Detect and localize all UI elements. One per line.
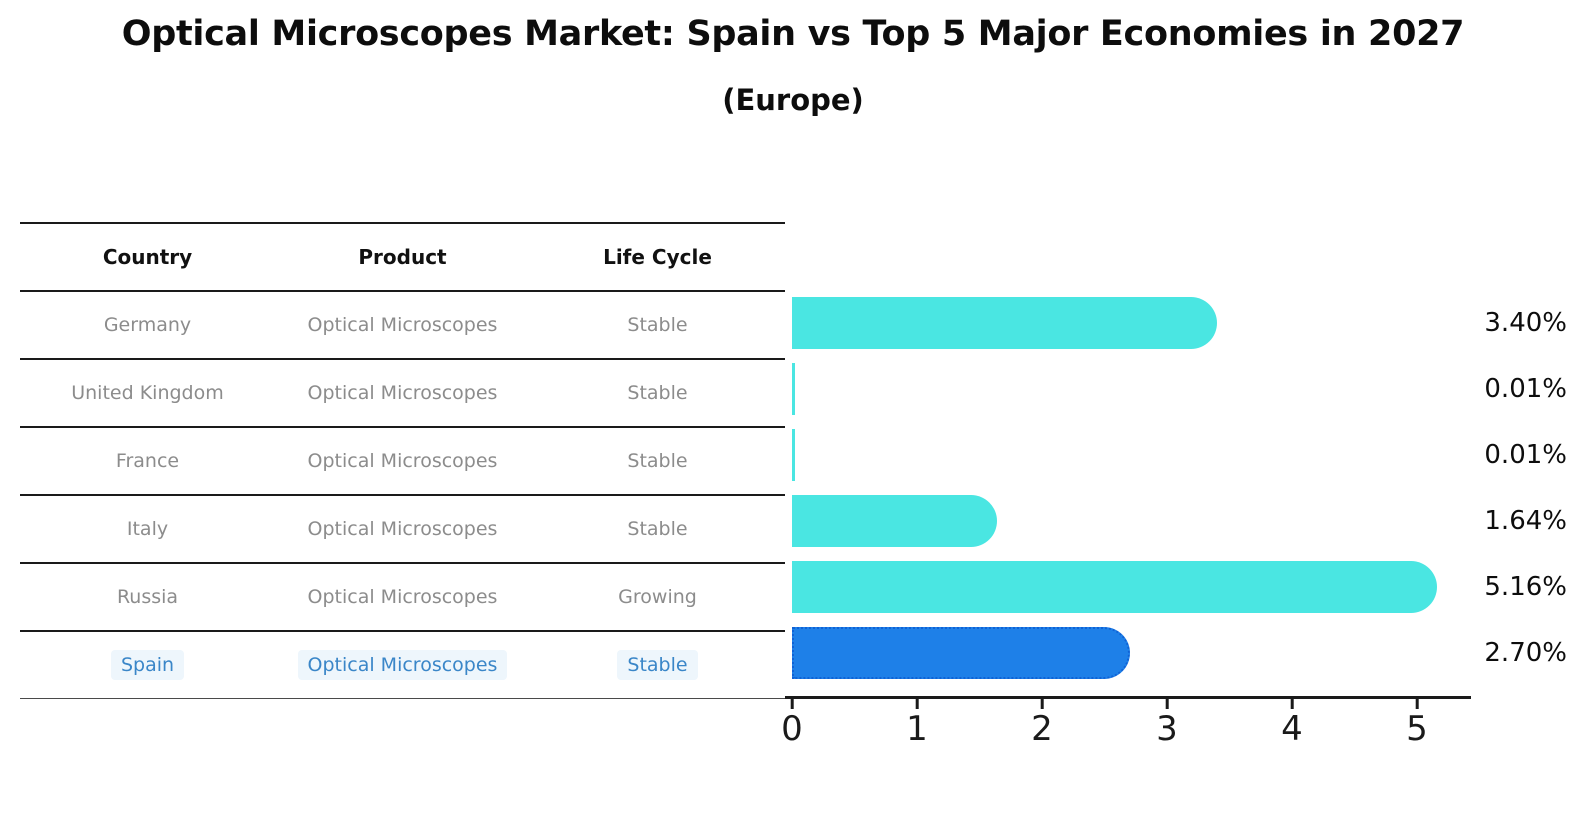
value-label-russia: 5.16%: [1484, 572, 1567, 602]
value-label-germany: 3.40%: [1484, 308, 1567, 338]
value-label-united-kingdom: 0.01%: [1484, 374, 1567, 404]
x-axis-line: [785, 695, 1471, 699]
table-row-italy: Italy Optical Microscopes Stable: [20, 496, 785, 564]
value-labels: 3.40% 0.01% 0.01% 1.64% 5.16% 2.70%: [1455, 290, 1567, 686]
x-tick-mark-2: [1040, 697, 1044, 709]
life-cycle-cell: Stable: [530, 450, 785, 472]
table-header-life-cycle: Life Cycle: [603, 245, 712, 269]
product-cell-text: Optical Microscopes: [297, 650, 508, 680]
life-cycle-cell-text: Stable: [627, 314, 688, 336]
product-cell-text: Optical Microscopes: [307, 382, 498, 404]
value-label-france: 0.01%: [1484, 440, 1567, 470]
table-row-russia: Russia Optical Microscopes Growing: [20, 564, 785, 632]
x-tick-mark-0: [790, 697, 794, 709]
life-cycle-cell-text: Growing: [618, 586, 697, 608]
table-row-spain: Spain Optical Microscopes Stable: [20, 632, 785, 699]
x-tick-label-1: 1: [906, 709, 928, 749]
life-cycle-cell-text: Stable: [627, 382, 688, 404]
life-cycle-cell-text: Stable: [617, 650, 698, 680]
bar-france: [792, 429, 795, 481]
bar-united-kingdom: [792, 363, 795, 415]
table-body: Germany Optical Microscopes Stable United K…: [20, 292, 785, 699]
x-tick-label-2: 2: [1031, 709, 1053, 749]
x-tick-mark-3: [1165, 697, 1169, 709]
product-cell: Optical Microscopes: [275, 450, 530, 472]
country-cell-text: Italy: [126, 518, 169, 540]
table-header-country: Country: [102, 245, 193, 269]
life-cycle-cell: Growing: [530, 586, 785, 608]
country-table: Country Product Life Cycle Germany Optica…: [20, 222, 785, 699]
table-row-germany: Germany Optical Microscopes Stable: [20, 292, 785, 360]
value-label-italy: 1.64%: [1484, 506, 1567, 536]
life-cycle-cell-text: Stable: [627, 450, 688, 472]
value-label-spain: 2.70%: [1484, 638, 1567, 668]
x-axis: 0 1 2 3 4 5: [781, 697, 1473, 757]
product-cell-text: Optical Microscopes: [307, 450, 498, 472]
country-cell-text: Spain: [110, 650, 185, 680]
table-header-product: Product: [358, 245, 447, 269]
table-row-france: France Optical Microscopes Stable: [20, 428, 785, 496]
country-cell: Spain: [20, 650, 275, 680]
country-cell: Russia: [20, 586, 275, 608]
product-cell: Optical Microscopes: [275, 650, 530, 680]
bar-spain: [792, 627, 1130, 679]
life-cycle-cell: Stable: [530, 518, 785, 540]
product-cell: Optical Microscopes: [275, 314, 530, 336]
table-row-united-kingdom: United Kingdom Optical Microscopes Stable: [20, 360, 785, 428]
product-cell-text: Optical Microscopes: [307, 586, 498, 608]
product-cell: Optical Microscopes: [275, 518, 530, 540]
chart-subtitle: (Europe): [722, 83, 864, 117]
bar-series: [792, 290, 1473, 686]
country-cell-text: France: [115, 450, 180, 472]
product-cell-text: Optical Microscopes: [307, 314, 498, 336]
country-cell: Germany: [20, 314, 275, 336]
table-header-row: Country Product Life Cycle: [20, 224, 785, 292]
x-tick-mark-1: [915, 697, 919, 709]
life-cycle-cell: Stable: [530, 382, 785, 404]
country-cell-text: Germany: [103, 314, 192, 336]
bar-italy: [792, 495, 997, 547]
x-tick-mark-4: [1290, 697, 1294, 709]
country-cell-text: United Kingdom: [71, 382, 224, 404]
life-cycle-cell: Stable: [530, 650, 785, 680]
x-tick-label-0: 0: [781, 709, 803, 749]
x-tick-mark-5: [1415, 697, 1419, 709]
bar-germany: [792, 297, 1217, 349]
x-tick-label-4: 4: [1281, 709, 1303, 749]
country-cell: United Kingdom: [20, 382, 275, 404]
life-cycle-cell-text: Stable: [627, 518, 688, 540]
country-cell-text: Russia: [116, 586, 179, 608]
x-tick-label-3: 3: [1156, 709, 1178, 749]
x-tick-label-5: 5: [1406, 709, 1428, 749]
country-cell: Italy: [20, 518, 275, 540]
product-cell: Optical Microscopes: [275, 586, 530, 608]
product-cell: Optical Microscopes: [275, 382, 530, 404]
chart-title: Optical Microscopes Market: Spain vs Top…: [121, 14, 1465, 54]
country-cell: France: [20, 450, 275, 472]
product-cell-text: Optical Microscopes: [307, 518, 498, 540]
life-cycle-cell: Stable: [530, 314, 785, 336]
bar-russia: [792, 561, 1437, 613]
